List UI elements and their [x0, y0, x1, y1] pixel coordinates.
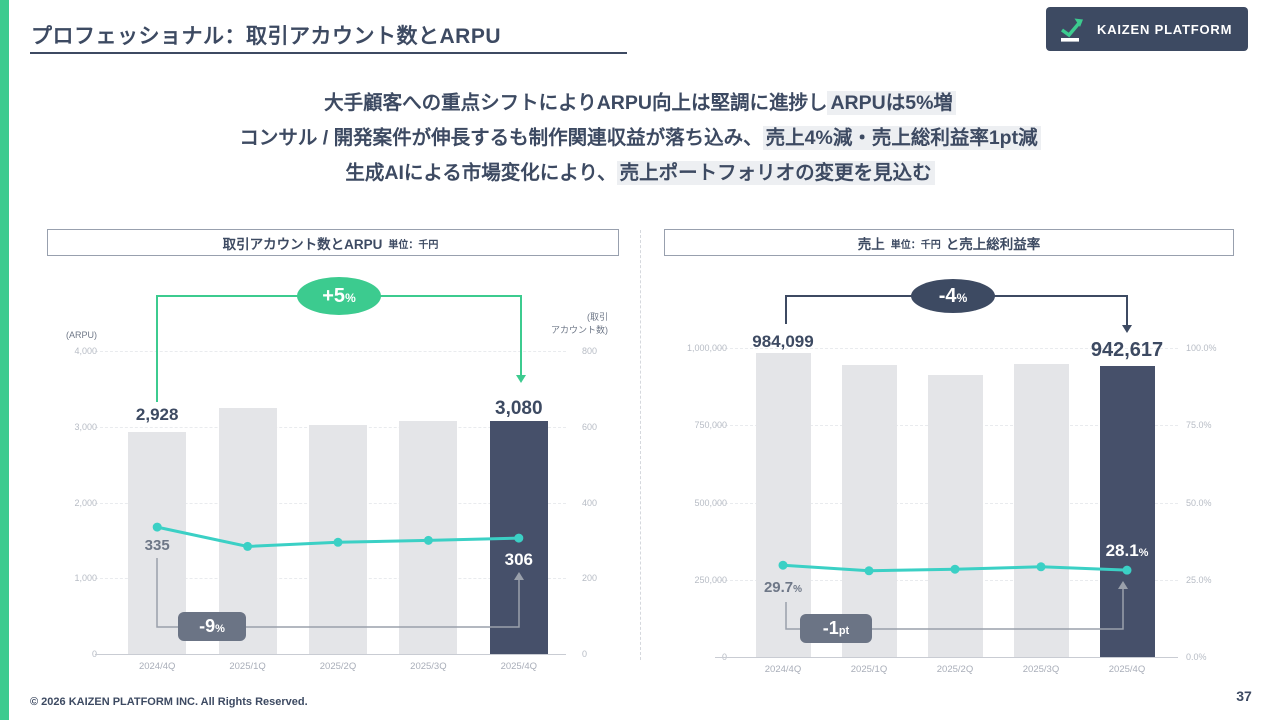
charts-divider [640, 230, 641, 660]
top-badge-value: -4 [938, 285, 957, 307]
summary-line-3: 生成AIによる市場変化により、 売上ポートフォリオの変更を見込む [0, 161, 1280, 185]
y-axis-tick-left: 0 [17, 649, 97, 659]
left-edge-accent [0, 0, 9, 720]
x-axis-tick: 2025/2Q [936, 664, 974, 675]
bottom-badge: -9% [178, 611, 246, 641]
y-axis-tick-left: 250,000 [694, 574, 727, 585]
summary-line-1: 大手顧客への重点シフトによりARPU向上は堅調に進捗し ARPUは5%増 [0, 91, 1280, 115]
summary-line-2-text: コンサル / 開発案件が伸長するも制作関連収益が落ち込み、 [239, 127, 763, 149]
bottom-badge-suffix: % [215, 622, 225, 635]
top-badge: -4% [911, 279, 995, 313]
logo-text: KAIZEN PLATFORM [1097, 21, 1233, 37]
summary-line-3-text: 生成AIによる市場変化により、 [345, 162, 617, 184]
y-axis-tick-right: 75.0% [1186, 420, 1212, 431]
line-first-label-value: 335 [144, 537, 170, 555]
y-axis-tick-left: 3,000 [74, 421, 97, 432]
bar-first-label-value: 2,928 [135, 405, 179, 425]
bar-last-label-value: 942,617 [1090, 338, 1164, 361]
y-axis-tick-right: 800 [582, 346, 598, 356]
bar-4 [1013, 364, 1069, 657]
bar-first-label: 984,099 [723, 332, 843, 352]
x-axis-tick: 2025/1Q [229, 661, 266, 672]
y-axis-tick-right: 25.0% [1186, 574, 1212, 585]
line-last-label-value: 28.1 [1105, 541, 1139, 561]
right-chart-title-suffix: と売上総利益率 [945, 236, 1041, 252]
bar-5 [1099, 365, 1155, 657]
y-axis-tick-right: 0 [582, 649, 588, 659]
line-last-label-value: 306 [504, 550, 533, 570]
top-bracket-arrow [1122, 325, 1132, 333]
y-axis-tick-right: 100.0% [1186, 343, 1217, 353]
summary-block: 大手顧客への重点シフトによりARPU向上は堅調に進捗し ARPUは5%増 コンサル… [0, 91, 1280, 197]
bar-last-label: 3,080 [459, 398, 579, 420]
page-number: 37 [1236, 688, 1252, 704]
right-chart-title-box: 売上 単位：千円 と売上総利益率 [664, 229, 1234, 256]
summary-line-1-text: 大手顧客への重点シフトによりARPU向上は堅調に進捗し [324, 92, 828, 114]
y-axis-tick-right: 400 [582, 497, 598, 508]
y-axis-tick-right: 0.0% [1186, 652, 1207, 662]
line-last-label: 306 [469, 550, 569, 570]
x-axis-tick: 2025/4Q [500, 661, 538, 672]
x-axis-line [95, 654, 566, 655]
bottom-badge-suffix: pt [838, 624, 850, 637]
left-chart-title-box: 取引アカウント数とARPU 単位：千円 [47, 229, 619, 256]
line-last-label: 28.1% [1077, 541, 1177, 561]
bar-first-label-value: 984,099 [752, 331, 814, 351]
right-chart-title: 売上 [857, 236, 885, 252]
left-chart-unit: 単位：千円 [388, 240, 439, 251]
y-axis-tick-left: 1,000 [74, 573, 97, 584]
x-axis-tick: 2025/1Q [850, 664, 888, 675]
summary-line-2: コンサル / 開発案件が伸長するも制作関連収益が落ち込み、 売上4%減・売上総利益… [0, 126, 1280, 150]
bottom-badge-value: -1 [822, 617, 839, 638]
y-axis-tick-right: 600 [582, 421, 598, 432]
bottom-badge-value: -9 [199, 615, 216, 636]
top-badge-suffix: % [345, 291, 356, 305]
y-axis-tick-left: 2,000 [74, 497, 97, 508]
y-axis-tick-left: 4,000 [74, 346, 97, 356]
line-first-label: 335 [107, 537, 207, 555]
top-badge-suffix: % [956, 291, 968, 305]
top-badge: +5% [297, 277, 381, 315]
gridline [715, 348, 1178, 349]
x-axis-tick: 2025/3Q [410, 661, 447, 672]
bar-3 [927, 375, 983, 657]
right-chart-unit: 単位：千円 [890, 240, 941, 251]
bar-first-label: 2,928 [97, 405, 217, 425]
right-axis-title: (取引 アカウント数) [551, 312, 608, 335]
y-axis-tick-left: 500,000 [694, 497, 727, 508]
kaizen-logo-icon [1060, 18, 1083, 42]
x-axis-tick: 2024/4Q [764, 664, 802, 675]
bar-last-label: 942,617 [1067, 339, 1187, 362]
line-first-label-suffix: % [793, 584, 803, 596]
y-axis-tick-left: 1,000,000 [686, 343, 727, 353]
line-first-label-value: 29.7 [763, 579, 794, 597]
bar-1 [755, 352, 811, 657]
y-axis-tick-right: 200 [582, 573, 598, 584]
bottom-badge: -1pt [800, 613, 872, 643]
x-axis-tick: 2025/2Q [319, 661, 357, 672]
y-axis-tick-right: 50.0% [1186, 497, 1212, 508]
bar-last-label-value: 3,080 [495, 397, 543, 419]
left-chart-title: 取引アカウント数とARPU [222, 236, 383, 252]
line-last-label-suffix: % [1138, 547, 1149, 560]
title-underline [30, 52, 627, 54]
line-first-label: 29.7% [733, 579, 833, 597]
x-axis-tick: 2025/4Q [1108, 664, 1146, 675]
x-axis-tick: 2025/3Q [1022, 664, 1060, 675]
kaizen-logo: KAIZEN PLATFORM [1046, 7, 1248, 51]
x-axis-line [715, 657, 1178, 658]
summary-line-2-highlight: 売上4%減・売上総利益率1pt減 [762, 126, 1041, 150]
left-axis-title: (ARPU) [66, 330, 97, 340]
summary-line-1-highlight: ARPUは5%増 [827, 91, 956, 115]
x-axis-tick: 2024/4Q [138, 661, 176, 672]
summary-line-3-highlight: 売上ポートフォリオの変更を見込む [616, 161, 935, 185]
copyright: © 2026 KAIZEN PLATFORM INC. All Rights R… [30, 696, 308, 708]
top-badge-value: +5 [322, 285, 346, 307]
y-axis-tick-left: 750,000 [694, 420, 727, 431]
page-title: プロフェッショナル：取引アカウント数とARPU [31, 25, 502, 48]
